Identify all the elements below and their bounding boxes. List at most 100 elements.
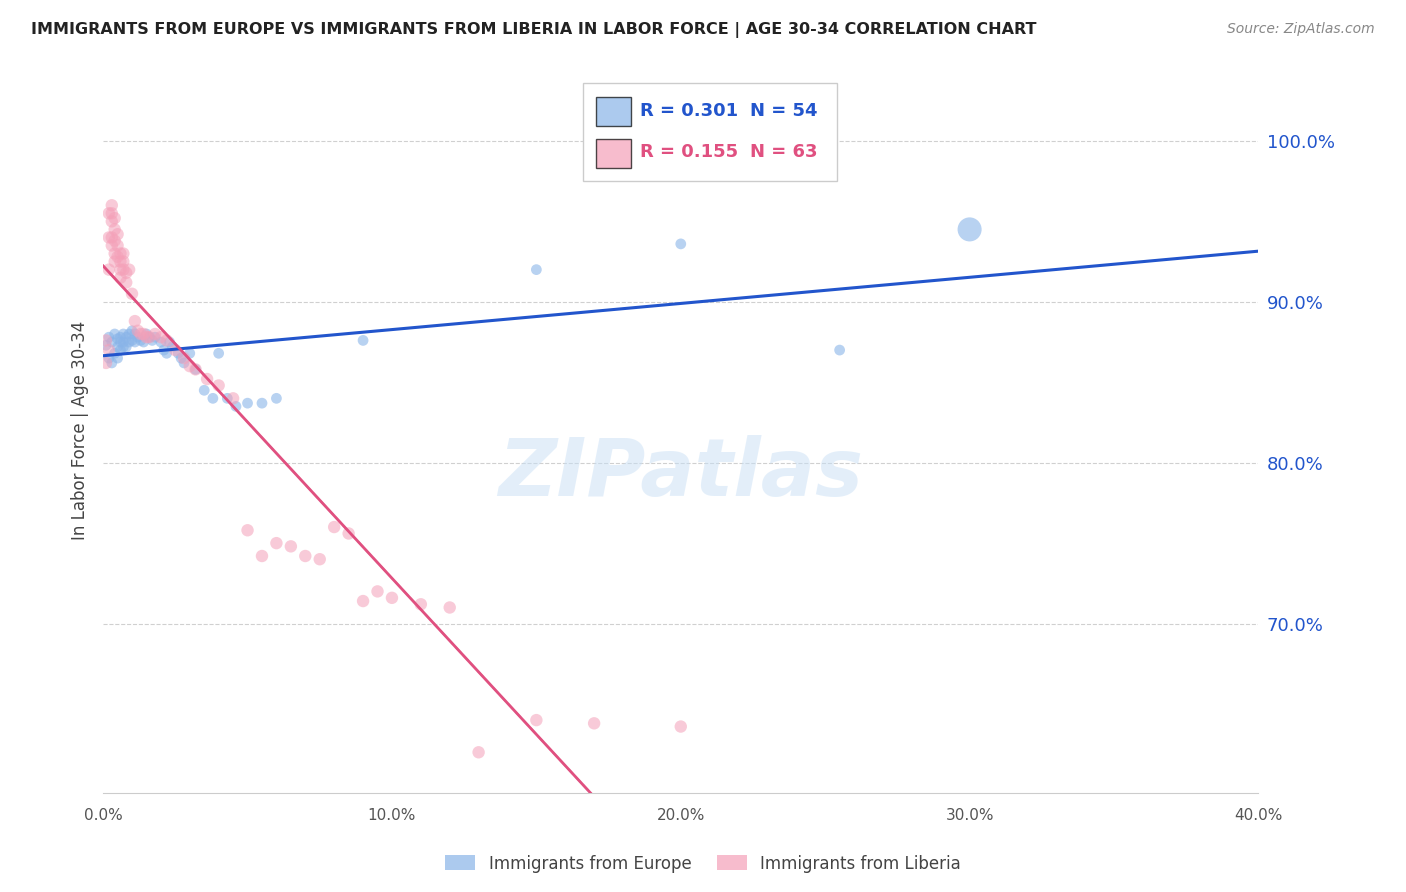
Point	[828, 343, 851, 357]
Point	[195, 372, 218, 386]
Point	[138, 330, 160, 344]
Point	[104, 254, 127, 268]
Point	[112, 326, 135, 341]
Point	[97, 230, 120, 244]
Point	[236, 523, 259, 537]
Point	[107, 250, 129, 264]
Point	[266, 392, 288, 406]
Point	[152, 343, 174, 357]
Point	[112, 254, 135, 268]
Point	[115, 340, 138, 354]
Point	[110, 270, 132, 285]
Point	[97, 330, 120, 344]
Point	[115, 276, 138, 290]
Point	[112, 334, 135, 349]
Point	[179, 346, 201, 360]
Point	[323, 520, 346, 534]
Point	[669, 720, 692, 734]
Point	[110, 246, 132, 260]
Point	[118, 334, 141, 349]
Point	[159, 334, 181, 349]
Point	[208, 378, 231, 392]
Point	[141, 334, 163, 348]
Point	[97, 351, 120, 365]
Text: N = 63: N = 63	[749, 143, 818, 161]
Point	[184, 362, 207, 376]
Point	[110, 330, 132, 344]
Point	[959, 222, 981, 236]
Point	[101, 198, 124, 212]
Point	[97, 343, 120, 357]
Point	[110, 262, 132, 277]
Point	[112, 246, 135, 260]
Point	[101, 214, 124, 228]
Point	[201, 392, 224, 406]
Point	[149, 330, 172, 344]
Point	[101, 334, 124, 349]
Point	[217, 392, 239, 406]
Point	[104, 234, 127, 248]
Point	[94, 338, 117, 352]
Point	[467, 745, 489, 759]
Point	[135, 326, 157, 341]
Point	[101, 230, 124, 244]
Point	[294, 549, 316, 563]
Point	[107, 340, 129, 354]
Point	[352, 334, 374, 348]
Point	[179, 359, 201, 373]
Point	[110, 254, 132, 268]
FancyBboxPatch shape	[596, 139, 631, 168]
Point	[107, 238, 129, 252]
Point	[129, 334, 152, 348]
Point	[104, 211, 127, 226]
Point	[104, 346, 127, 360]
FancyBboxPatch shape	[582, 83, 837, 181]
Point	[97, 262, 120, 277]
Point	[149, 334, 172, 349]
Point	[135, 330, 157, 344]
Point	[104, 326, 127, 341]
Point	[409, 597, 432, 611]
Point	[101, 238, 124, 252]
Point	[524, 262, 547, 277]
FancyBboxPatch shape	[596, 97, 631, 127]
Point	[101, 206, 124, 220]
Point	[107, 351, 129, 365]
Point	[156, 334, 179, 348]
Point	[94, 356, 117, 370]
Point	[165, 343, 187, 357]
Point	[112, 340, 135, 354]
Point	[193, 384, 215, 398]
Point	[107, 332, 129, 346]
Point	[367, 584, 389, 599]
Point	[132, 326, 155, 341]
Text: R = 0.155: R = 0.155	[640, 143, 738, 161]
Point	[121, 324, 143, 338]
Point	[308, 552, 330, 566]
Point	[143, 330, 166, 344]
Point	[127, 324, 149, 338]
Point	[110, 334, 132, 349]
Point	[112, 262, 135, 277]
Text: IMMIGRANTS FROM EUROPE VS IMMIGRANTS FROM LIBERIA IN LABOR FORCE | AGE 30-34 COR: IMMIGRANTS FROM EUROPE VS IMMIGRANTS FRO…	[31, 22, 1036, 38]
Point	[121, 286, 143, 301]
Point	[250, 396, 273, 410]
Legend: Immigrants from Europe, Immigrants from Liberia: Immigrants from Europe, Immigrants from …	[439, 848, 967, 880]
Point	[101, 356, 124, 370]
Point	[104, 222, 127, 236]
Point	[167, 346, 190, 360]
Point	[124, 334, 146, 349]
Point	[118, 262, 141, 277]
Point	[184, 362, 207, 376]
Point	[107, 227, 129, 242]
Point	[337, 526, 360, 541]
Point	[156, 346, 179, 360]
Point	[104, 246, 127, 260]
Point	[225, 400, 247, 414]
Point	[110, 343, 132, 357]
Text: N = 54: N = 54	[749, 102, 818, 120]
Point	[138, 330, 160, 344]
Point	[381, 591, 404, 605]
Point	[173, 351, 195, 365]
Point	[124, 314, 146, 328]
